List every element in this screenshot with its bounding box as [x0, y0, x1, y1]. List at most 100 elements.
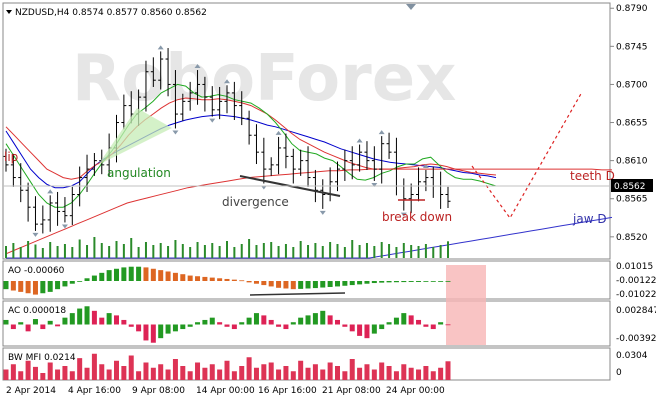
blue-ma-line	[5, 114, 497, 189]
ao-bar	[91, 275, 97, 281]
time-tick-label: 24 Apr 00:00	[386, 386, 445, 396]
mfi-bar	[312, 364, 318, 380]
ac-tick-label: -0.00392	[616, 334, 656, 344]
ac-bar	[305, 315, 311, 325]
ao-bar	[106, 270, 112, 281]
mfi-bar	[165, 369, 171, 380]
mfi-bar	[349, 359, 355, 380]
ac-bar	[283, 324, 289, 330]
ao-bar	[158, 270, 164, 281]
divergence-label: divergence	[222, 195, 289, 209]
ac-bar	[357, 324, 363, 336]
ao-bar	[84, 278, 90, 281]
ao-bar	[261, 281, 267, 286]
ac-bar	[371, 324, 377, 334]
ao-bar	[209, 277, 215, 281]
ac-bar	[180, 324, 186, 330]
ao-bar	[401, 281, 407, 283]
ao-bar	[276, 281, 282, 288]
green-ma-line	[5, 83, 497, 208]
fractal-up-icon	[224, 79, 230, 84]
mfi-bar	[172, 359, 178, 380]
ac-bar	[217, 322, 223, 325]
ac-bar	[136, 324, 142, 332]
ac-bar	[77, 308, 83, 325]
mfi-bar	[47, 362, 53, 380]
ac-bar	[158, 324, 164, 339]
mfi-bar	[106, 369, 112, 380]
ao-bar	[3, 281, 9, 290]
ac-bar	[10, 324, 16, 330]
ao-tick-label: -0.00122	[616, 276, 656, 286]
ac-bar	[320, 310, 326, 325]
mfi-bar	[335, 366, 340, 380]
mfi-bar	[327, 362, 333, 380]
ao-bar	[62, 281, 68, 287]
fractal-up-icon	[194, 64, 201, 69]
ac-bar	[55, 324, 61, 327]
fractal-down-icon	[172, 130, 179, 135]
ao-bar	[393, 281, 399, 283]
mfi-bar	[158, 364, 164, 380]
price-tick-label: 0.8565	[616, 195, 648, 205]
ac-bar	[121, 319, 127, 325]
ao-bar	[371, 281, 377, 284]
ao-bar	[128, 266, 134, 281]
time-tick-label: 9 Apr 08:00	[132, 386, 185, 396]
mfi-bar	[217, 369, 223, 380]
mfi-title: BW MFI 0.0214	[8, 353, 76, 363]
mfi-bar	[408, 367, 414, 380]
chart-shift-marker-icon[interactable]	[406, 4, 416, 10]
long-ma-line	[5, 168, 612, 255]
current-price-box	[611, 179, 653, 192]
ac-bar	[128, 324, 134, 327]
mfi-bar	[121, 366, 127, 380]
mfi-bar	[298, 360, 304, 380]
time-tick-label: 4 Apr 16:00	[68, 386, 121, 396]
ac-bar	[349, 324, 355, 332]
mfi-bar	[416, 369, 422, 380]
ao-bar	[69, 281, 75, 284]
ao-bar	[386, 281, 392, 283]
mfi-bar	[69, 371, 75, 380]
mfi-bar	[3, 369, 9, 380]
mfi-bar	[261, 364, 267, 380]
ac-bar	[261, 315, 267, 325]
ao-bar	[25, 281, 31, 294]
watermark-text: RoboForex	[72, 42, 456, 116]
ao-bar	[283, 281, 289, 289]
ac-bar	[253, 313, 259, 325]
mfi-bar	[18, 371, 24, 380]
ao-bar	[320, 281, 326, 288]
ac-bar	[91, 310, 97, 325]
price-tick-label: 0.8610	[616, 157, 648, 167]
ac-bar	[416, 319, 422, 325]
ao-bar	[298, 281, 304, 289]
ac-bar	[114, 315, 119, 325]
mfi-tick-label: 0.0304	[616, 351, 648, 361]
mfi-bar	[114, 360, 119, 380]
ao-bar	[40, 281, 46, 294]
mfi-bar	[239, 366, 245, 380]
ac-bar	[312, 313, 318, 325]
ac-bar	[84, 306, 90, 325]
header-dropdown-icon[interactable]	[6, 10, 12, 14]
ac-tick-label: 0.002847	[616, 306, 656, 316]
mfi-bar	[99, 364, 105, 380]
ao-bar	[99, 272, 105, 281]
ao-bar	[335, 281, 340, 287]
mfi-bar	[195, 362, 201, 380]
mfi-bar	[268, 362, 274, 380]
ac-bar	[69, 313, 75, 325]
ac-bar	[401, 313, 407, 325]
ac-bar	[445, 324, 451, 326]
mfi-bar	[84, 367, 90, 380]
mfi-bar	[40, 373, 46, 380]
ao-bar	[349, 281, 355, 286]
mfi-bar	[276, 369, 282, 380]
ao-bar	[231, 279, 237, 281]
mfi-bar	[25, 360, 31, 380]
ao-bar	[253, 281, 259, 284]
ao-bar	[364, 281, 370, 284]
fractal-down-icon	[209, 118, 216, 123]
